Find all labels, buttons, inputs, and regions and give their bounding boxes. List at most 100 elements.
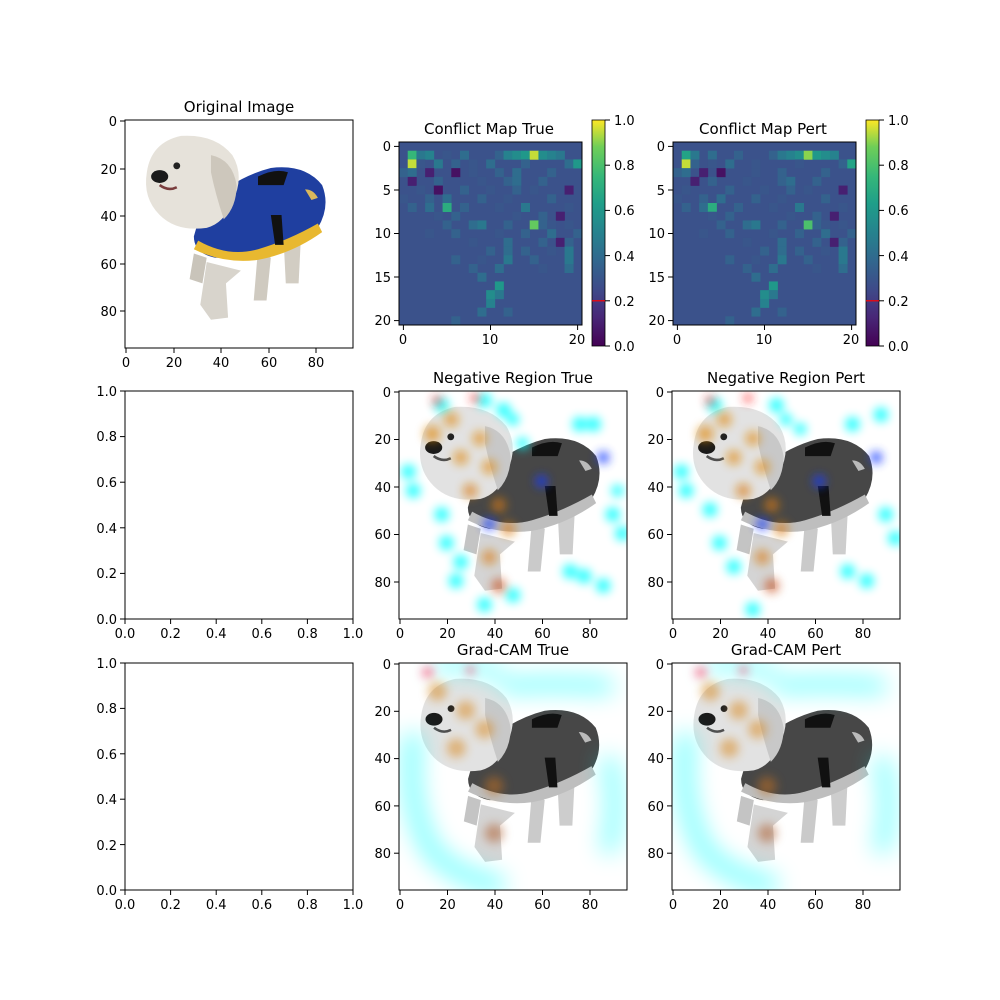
heatmap-cell <box>699 168 709 178</box>
y-tick-label: 0.6 <box>96 748 117 763</box>
heatmap-cell <box>555 211 565 221</box>
y-axis-ticks: 0 5 10 15 20 <box>374 140 399 329</box>
panel-grad-cam-pert: Grad-CAM Pert 0 20 40 60 80 0 <box>647 641 901 913</box>
y-tick-label: 0.0 <box>96 884 117 899</box>
y-tick-label: 40 <box>100 210 117 225</box>
x-axis-ticks: 0.0 0.2 0.4 0.6 0.8 1.0 <box>115 890 364 913</box>
x-tick-label: 60 <box>807 898 824 913</box>
panel-conflict-map-true: Conflict Map True 0 10 20 0 5 10 15 20 0… <box>374 114 634 355</box>
heatmap-cell <box>734 203 744 213</box>
heatmap-cell <box>821 150 831 160</box>
colorbar-ticks: 0.0 0.2 0.4 0.6 0.8 1.0 <box>605 114 635 355</box>
heatmap-cell <box>777 255 787 265</box>
x-tick-label: 0 <box>399 333 407 348</box>
heatmap-cell <box>547 194 557 204</box>
heatmap-cell <box>751 168 761 178</box>
heatmap-cell <box>699 203 709 213</box>
heatmap-cell <box>681 203 691 213</box>
heatmap-cell <box>433 159 443 169</box>
heatmap-cell <box>468 237 478 247</box>
y-tick-label: 60 <box>374 800 391 815</box>
panel-title: Negative Region Pert <box>707 369 865 387</box>
y-tick-label: 0.2 <box>96 567 117 582</box>
x-tick-label: 20 <box>166 356 183 371</box>
x-tick-label: 0 <box>396 898 404 913</box>
heatmap-cell <box>777 307 787 317</box>
heatmap-cell <box>725 229 735 239</box>
y-tick-label: 60 <box>647 528 664 543</box>
heatmap-cell <box>451 229 461 239</box>
y-tick-label: 0.8 <box>96 430 117 445</box>
heatmap-cell <box>503 246 513 256</box>
heatmap-cell <box>812 220 822 230</box>
y-tick-label: 1.0 <box>96 657 117 672</box>
x-tick-label: 60 <box>534 898 551 913</box>
x-tick-label: 40 <box>487 898 504 913</box>
heatmap-cell <box>751 307 761 317</box>
cyan-regions <box>401 393 627 612</box>
heatmap-cell <box>407 203 417 213</box>
heatmap-cell <box>538 220 548 230</box>
y-tick-label: 0.4 <box>96 793 117 808</box>
x-tick-label: 0 <box>122 356 130 371</box>
heatmap-cell <box>564 220 574 230</box>
heatmap-cell <box>460 203 470 213</box>
heatmap-cell <box>742 264 752 274</box>
panel-title: Conflict Map Pert <box>699 120 827 138</box>
x-tick-label: 80 <box>582 627 599 642</box>
heatmap-cell <box>821 220 831 230</box>
heatmap-cell <box>512 150 522 160</box>
heatmap-cell <box>751 194 761 204</box>
heatmap-cell <box>486 298 496 308</box>
heatmap-cell <box>725 185 735 195</box>
heatmap-cell <box>812 264 822 274</box>
heatmap-cell <box>786 176 796 186</box>
y-tick-label: 40 <box>647 481 664 496</box>
heatmap-cell <box>442 194 452 204</box>
y-tick-label: 0 <box>383 658 391 673</box>
heatmap-cell <box>751 220 761 230</box>
cyan-regions <box>674 398 900 617</box>
heatmap-cell <box>547 246 557 256</box>
heatmap-cell <box>768 281 778 291</box>
heatmap-cell <box>468 159 478 169</box>
heatmap-cell <box>573 159 583 169</box>
x-axis-ticks: 0 10 20 <box>399 325 585 348</box>
y-axis-ticks: 0 20 40 60 80 <box>647 386 672 591</box>
panel-title: Original Image <box>184 98 294 116</box>
heatmap-cell <box>681 185 691 195</box>
heatmap-cell <box>573 229 583 239</box>
heatmap-cell <box>681 150 691 160</box>
x-tick-label: 20 <box>569 333 586 348</box>
heatmap-cell <box>803 150 813 160</box>
heatmap-cell <box>725 255 735 265</box>
heatmap-cell <box>529 220 539 230</box>
heatmap-cell <box>821 246 831 256</box>
blue-regions <box>756 451 883 530</box>
heatmap-cell <box>699 194 709 204</box>
x-tick-label: 20 <box>843 333 860 348</box>
heatmap-cell <box>442 150 452 160</box>
colorbar-tick-label: 1.0 <box>614 114 635 129</box>
y-tick-label: 80 <box>374 847 391 862</box>
y-tick-label: 80 <box>374 576 391 591</box>
heatmap-cell <box>690 150 700 160</box>
heatmap-cell <box>529 185 539 195</box>
x-tick-label: 1.0 <box>343 898 364 913</box>
y-tick-label: 20 <box>648 314 665 329</box>
x-tick-label: 0 <box>669 627 677 642</box>
x-tick-label: 0.4 <box>206 627 227 642</box>
heatmap-cell <box>468 220 478 230</box>
y-tick-label: 0.4 <box>96 522 117 537</box>
colorbar: 0.0 0.2 0.4 0.6 0.8 1.0 <box>865 114 909 355</box>
heatmap-cell <box>547 220 557 230</box>
y-axis-ticks: 0 20 40 60 80 <box>647 658 672 862</box>
heatmap-cell <box>503 176 513 186</box>
heatmap-cell <box>477 272 487 282</box>
colorbar-tick-label: 0.8 <box>888 159 909 174</box>
heatmap-cell <box>521 159 531 169</box>
heatmap-cell <box>777 237 787 247</box>
heatmap-cell <box>460 150 470 160</box>
heatmap-cell <box>812 150 822 160</box>
heatmap-cell <box>760 246 770 256</box>
